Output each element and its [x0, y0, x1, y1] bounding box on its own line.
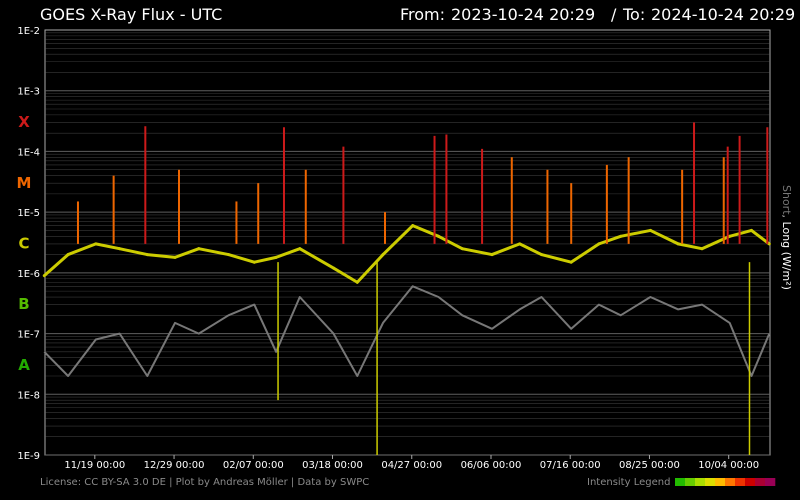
- series-long-segment: [569, 242, 601, 264]
- range-to-label: To:: [622, 5, 645, 24]
- x-tick-label: 04/27 00:00: [381, 460, 442, 471]
- range-from-value: 2023-10-24 20:29: [451, 5, 595, 24]
- series-long-segment: [42, 253, 70, 278]
- y-tick-label: 1E-5: [17, 208, 40, 219]
- x-tick-label: 12/29 00:00: [144, 460, 205, 471]
- series-long-segment: [518, 242, 543, 257]
- series-long-segment: [173, 247, 201, 259]
- series-long-segment: [197, 247, 231, 257]
- series-long-segment: [381, 224, 415, 257]
- range-to-value: 2024-10-24 20:29: [651, 5, 795, 24]
- series-long-segment: [118, 247, 149, 257]
- y-axis-ticks: 1E-2 1E-3 1E-4 1E-5 1E-6 1E-7 1E-8 1E-9: [17, 26, 40, 462]
- series-long-segment: [252, 255, 278, 264]
- y-axis-label-long: Long (W/m²): [780, 222, 793, 290]
- series-long-segment: [539, 253, 573, 264]
- intensity-legend-ramp: [675, 478, 776, 486]
- series-long-segment: [619, 228, 652, 238]
- y-axis-label: Short, Long (W/m²): [780, 185, 793, 290]
- range-from-label: From:: [400, 5, 445, 24]
- series-lines: [42, 122, 771, 455]
- x-tick-label: 11/19 00:00: [64, 460, 125, 471]
- series-long-segment: [227, 253, 256, 264]
- series-long-segment: [298, 247, 336, 270]
- range-separator: /: [611, 5, 617, 24]
- series-short-line: [43, 285, 771, 377]
- y-axis-label-sep: ,: [780, 215, 793, 222]
- intensity-legend-label: Intensity Legend: [587, 477, 670, 488]
- legend-swatch: [685, 478, 696, 486]
- chart-title: GOES X-Ray Flux - UTC: [40, 5, 222, 24]
- legend-swatch: [745, 478, 756, 486]
- series-long-segment: [332, 266, 359, 284]
- legend-swatch: [695, 478, 706, 486]
- series-long-segment: [460, 247, 494, 257]
- series-long-segment: [648, 228, 680, 246]
- x-axis-ticks: 11/19 00:00 12/29 00:00 02/07 00:00 03/18 0…: [64, 455, 759, 471]
- legend-swatch: [735, 478, 746, 486]
- legend-swatch: [755, 478, 766, 486]
- x-tick-label: 02/07 00:00: [223, 460, 284, 471]
- series-long-segment: [66, 242, 98, 257]
- y-tick-label: 1E-8: [17, 390, 40, 401]
- series-long-segment: [676, 242, 704, 251]
- series-long-segment: [700, 234, 732, 251]
- flare-class-label: M: [17, 174, 32, 192]
- time-range: From: 2023-10-24 20:29 / To: 2024-10-24 …: [400, 5, 795, 24]
- flare-class-label: B: [18, 295, 29, 313]
- series-long-segment: [355, 253, 385, 284]
- legend-swatch: [705, 478, 716, 486]
- legend-swatch: [765, 478, 776, 486]
- series-long-segment: [490, 242, 522, 257]
- y-tick-label: 1E-2: [17, 26, 40, 37]
- flare-class-label: X: [18, 113, 30, 131]
- footer-credits: License: CC BY-SA 3.0 DE | Plot by Andre…: [40, 477, 369, 488]
- x-tick-label: 06/06 00:00: [461, 460, 522, 471]
- y-tick-label: 1E-4: [17, 147, 40, 158]
- y-tick-label: 1E-7: [17, 330, 40, 341]
- y-tick-label: 1E-9: [17, 451, 40, 462]
- plot-frame: [44, 29, 771, 456]
- flare-class-label: A: [18, 356, 30, 374]
- series-long-segment: [597, 234, 623, 246]
- flare-class-label: C: [18, 235, 29, 253]
- x-tick-label: 08/25 00:00: [619, 460, 680, 471]
- x-tick-label: 10/04 00:00: [698, 460, 759, 471]
- y-tick-label: 1E-3: [17, 87, 40, 98]
- y-tick-label: 1E-6: [17, 269, 40, 280]
- x-tick-label: 03/18 00:00: [302, 460, 363, 471]
- legend-swatch: [715, 478, 726, 486]
- flare-class-labels: X M C B A: [17, 113, 32, 374]
- series-long-segment: [274, 247, 302, 259]
- legend-swatch: [725, 478, 736, 486]
- series-long-segment: [94, 242, 122, 251]
- series-long-segment: [436, 234, 464, 251]
- y-axis-label-short: Short: [780, 185, 793, 215]
- x-tick-label: 07/16 00:00: [540, 460, 601, 471]
- series-long-segment: [145, 253, 177, 259]
- legend-swatch: [675, 478, 686, 486]
